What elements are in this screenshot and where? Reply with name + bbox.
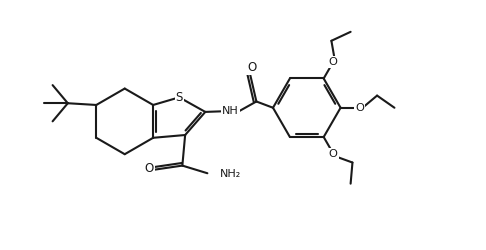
Text: O: O <box>329 57 338 67</box>
Text: O: O <box>144 162 154 175</box>
Text: O: O <box>247 61 256 74</box>
Text: NH: NH <box>222 106 239 116</box>
Text: O: O <box>355 103 364 113</box>
Text: S: S <box>175 91 183 104</box>
Text: O: O <box>329 148 338 158</box>
Text: NH₂: NH₂ <box>220 169 241 179</box>
